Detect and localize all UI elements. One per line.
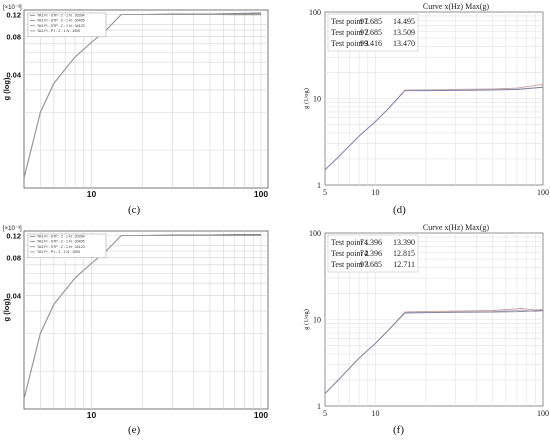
x-tick-label: 100 bbox=[537, 188, 549, 197]
chart-panel-d: 1 10 100 5 10 100 Frequency (Hz) g (1/og) Curve … bbox=[275, 0, 550, 221]
legend-x-value: 97.685 bbox=[360, 17, 382, 26]
legend-name: Test point 2 bbox=[331, 249, 369, 258]
legend-entry: TA3 FI - STP - 2 - 1 N : 30495 bbox=[37, 19, 85, 23]
legend-x-value: 74.396 bbox=[360, 249, 382, 258]
legend-entry: TA3 FI - STP - 2 - 1 N : 34123 bbox=[37, 245, 85, 249]
chart-f-svg: 1 10 100 5 10 100 Frequency (Hz) g (1/og) Curve … bbox=[303, 223, 549, 429]
x-axis-label: Frequency (Hz) bbox=[410, 420, 458, 421]
legend-entry: TA3 FI - P1 - 2 - 1 N : 1900 bbox=[37, 250, 80, 254]
y-tick-label: 100 bbox=[309, 8, 321, 17]
y-tick-label: 0.12 bbox=[6, 10, 21, 19]
legend-entry: TA3 FI - STP - 2 - 1 N : 30394 bbox=[37, 235, 85, 239]
y-axis-label: g (1/og) bbox=[303, 88, 310, 109]
series-line-e-4 bbox=[23, 234, 261, 400]
legend-x-value: 74.396 bbox=[360, 238, 382, 247]
scale-note: [×10⁻³] bbox=[3, 226, 22, 232]
chart-title: Curve x(Hz) Max(g) bbox=[423, 223, 490, 232]
x-tick-label: 5 bbox=[323, 188, 327, 197]
legend-name: Test point 1 bbox=[331, 238, 369, 247]
x-tick-label: 10 bbox=[371, 409, 379, 418]
y-axis-label: g (log) bbox=[2, 77, 11, 100]
series-line-c-4 bbox=[23, 13, 261, 179]
legend-entry: TA3 FI - STP - 2 - 1 N : 30495 bbox=[37, 240, 85, 244]
legend-y-value: 12.815 bbox=[393, 249, 415, 258]
caption-c: (c) bbox=[128, 204, 141, 216]
chart-title: Curve x(Hz) Max(g) bbox=[423, 2, 490, 11]
caption-d: (d) bbox=[393, 204, 406, 216]
scale-note: [×10⁻³] bbox=[3, 5, 22, 11]
chart-e-svg: 0.040.080.1210100Frequency (Hz)g (log)[×… bbox=[2, 226, 269, 431]
legend-y-value: 14.495 bbox=[393, 17, 415, 26]
legend-y-value: 13.390 bbox=[393, 238, 415, 247]
y-tick-label: 0.12 bbox=[6, 231, 21, 240]
legend-name: Test point 3 bbox=[331, 260, 369, 269]
y-tick-label: 1 bbox=[317, 181, 321, 190]
x-tick-label: 10 bbox=[87, 189, 97, 199]
x-tick-label: 10 bbox=[87, 410, 97, 420]
legend-y-value: 13.470 bbox=[393, 39, 415, 48]
chart-panel-f: 1 10 100 5 10 100 Frequency (Hz) g (1/og) Curve … bbox=[275, 221, 550, 442]
legend-y-value: 12.711 bbox=[393, 260, 415, 269]
y-tick-label: 0.04 bbox=[6, 291, 21, 300]
x-tick-label: 100 bbox=[254, 410, 268, 420]
legend-box bbox=[327, 234, 419, 273]
series-line-d-3 bbox=[324, 86, 544, 171]
chart-panel-c: 0.040.080.1210100Frequency (Hz)g (log)[×… bbox=[0, 0, 275, 221]
legend-name: Test point 1 bbox=[331, 17, 369, 26]
chart-d-svg: 1 10 100 5 10 100 Frequency (Hz) g (1/og) Curve … bbox=[303, 2, 549, 208]
plot-area bbox=[23, 230, 269, 410]
y-axis-label: g (1/og) bbox=[303, 309, 310, 330]
x-tick-label: 100 bbox=[537, 409, 549, 418]
legend-name: Test point 3 bbox=[331, 39, 369, 48]
plot-area bbox=[23, 9, 269, 189]
legend-y-value: 13.509 bbox=[393, 28, 415, 37]
x-tick-label: 100 bbox=[254, 189, 268, 199]
chart-panel-e: 0.040.080.1210100Frequency (Hz)g (log)[×… bbox=[0, 221, 275, 442]
y-tick-label: 0.08 bbox=[6, 254, 21, 263]
legend-entry: TA3 FI - STP - 2 - 1 N : 30394 bbox=[37, 14, 85, 18]
legend-x-value: 99.416 bbox=[360, 39, 382, 48]
x-axis-label: Frequency (Hz) bbox=[410, 199, 458, 200]
legend-entry: TA3 FI - STP - 2 - 1 N : 34123 bbox=[37, 24, 85, 28]
y-tick-label: 1 bbox=[317, 402, 321, 411]
legend-x-value: 97.685 bbox=[360, 260, 382, 269]
y-tick-label: 100 bbox=[309, 229, 321, 238]
legend-box bbox=[27, 12, 107, 38]
y-tick-label: 10 bbox=[313, 95, 321, 104]
y-axis-label: g (log) bbox=[2, 298, 11, 321]
series-line-f-3 bbox=[324, 310, 544, 394]
y-tick-label: 0.04 bbox=[6, 70, 21, 79]
x-tick-label: 5 bbox=[323, 409, 327, 418]
legend-x-value: 97.685 bbox=[360, 28, 382, 37]
y-tick-label: 0.08 bbox=[6, 33, 21, 42]
chart-c-svg: 0.040.080.1210100Frequency (Hz)g (log)[×… bbox=[2, 5, 269, 210]
legend-box bbox=[327, 13, 419, 52]
legend-entry: TA3 FI - P1 - 2 - 1 N : 1900 bbox=[37, 29, 80, 33]
caption-f: (f) bbox=[393, 424, 404, 436]
caption-e: (e) bbox=[128, 424, 141, 436]
legend-box bbox=[27, 233, 107, 259]
x-tick-label: 10 bbox=[371, 188, 379, 197]
legend-name: Test point 2 bbox=[331, 28, 369, 37]
y-tick-label: 10 bbox=[313, 316, 321, 325]
